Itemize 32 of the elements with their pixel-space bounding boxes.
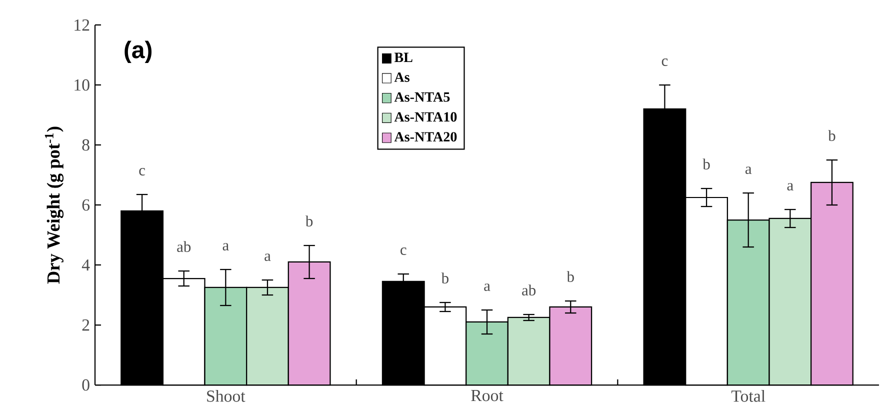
- legend-label: As-NTA5: [394, 92, 450, 102]
- annotation: c: [662, 58, 668, 66]
- legend-label: As-NTA20: [394, 132, 457, 142]
- annotation: c: [400, 248, 406, 255]
- annotation: a: [264, 254, 271, 261]
- y-tick-label: 6: [82, 199, 90, 211]
- annotation: a: [787, 183, 794, 190]
- annotation: a: [484, 284, 490, 291]
- legend-label: As-NTA10: [394, 112, 457, 122]
- legend-label: As: [394, 72, 410, 82]
- y-tick-label: 4: [82, 259, 90, 271]
- annotation: ab: [522, 284, 536, 296]
- x-tick-label: Shoot: [207, 390, 246, 402]
- y-tick-label: 10: [74, 79, 90, 91]
- y-tick-label: 12: [74, 19, 90, 31]
- x-tick-label: Total: [731, 390, 766, 402]
- annotation: b: [702, 158, 710, 170]
- annotation: b: [441, 272, 448, 284]
- annotation: a: [745, 166, 752, 174]
- legend-label: BL: [394, 52, 412, 62]
- y-tick-label: 8: [82, 139, 90, 151]
- annotation: b: [828, 130, 836, 141]
- annotation: c: [139, 168, 146, 176]
- annotation: b: [566, 271, 574, 282]
- text: (a): [124, 40, 152, 64]
- y-tick-label: 0: [82, 379, 90, 391]
- annotation: ab: [177, 241, 191, 252]
- annotation: a: [222, 243, 229, 250]
- x-tick-label: Root: [471, 390, 504, 402]
- annotation: b: [305, 216, 313, 226]
- y-tick-label: 2: [82, 319, 90, 331]
- y-axis-title: Dry Weight (g pot$^{-1}$): [44, 126, 64, 284]
